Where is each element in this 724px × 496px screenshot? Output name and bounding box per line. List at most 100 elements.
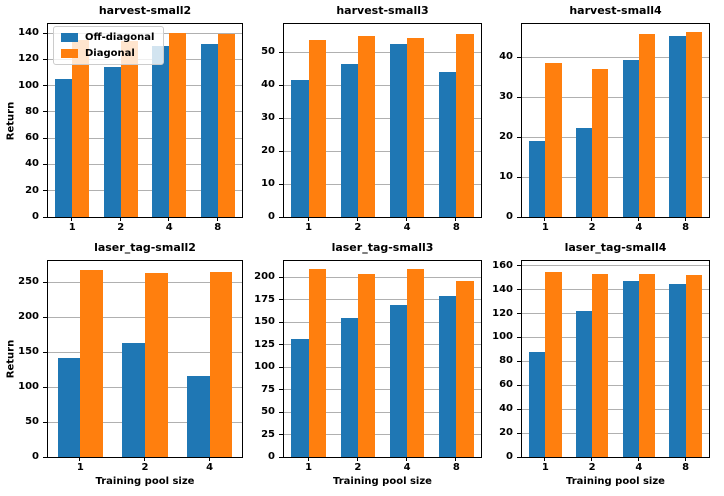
subplot-laser-tag-small2: laser_tag-small2 Return Training pool si… — [6, 241, 243, 487]
y-tick-mark — [43, 32, 47, 34]
y-tick-mark — [279, 411, 283, 413]
y-tick-label: 10 — [499, 171, 513, 183]
y-tick-mark — [279, 344, 283, 346]
y-tick-mark — [517, 96, 521, 98]
bar-diagonal — [456, 281, 474, 457]
x-tick-mark — [208, 457, 210, 461]
bar-diagonal — [357, 273, 376, 457]
bar-diagonal — [592, 68, 609, 217]
y-tick-label: 100 — [492, 331, 513, 343]
y-tick-label: 0 — [268, 211, 275, 222]
x-tick-mark — [307, 217, 309, 221]
y-tick-mark — [517, 265, 521, 267]
bar-diagonal — [407, 38, 425, 217]
y-tick-mark — [43, 456, 47, 458]
gridline — [284, 321, 481, 323]
gridline — [284, 51, 481, 53]
x-tick-label: 4 — [635, 222, 643, 233]
y-tick-label: 60 — [499, 379, 513, 391]
y-tick-mark — [517, 456, 521, 458]
y-tick-mark — [279, 216, 283, 218]
bar-diagonal — [357, 35, 376, 217]
bar-diagonal — [685, 275, 702, 457]
bar-off-diagonal — [622, 280, 639, 457]
x-tick-mark — [79, 457, 81, 461]
bar-diagonal — [592, 273, 609, 457]
legend-entry-off-diagonal: Off-diagonal — [61, 32, 154, 43]
gridline — [48, 111, 242, 113]
y-tick-label: 50 — [261, 406, 275, 418]
y-tick-label: 120 — [492, 307, 513, 319]
gridline — [284, 299, 481, 301]
x-tick-label: 1 — [305, 222, 313, 233]
bar-off-diagonal — [122, 342, 145, 457]
y-tick-label: 200 — [254, 271, 275, 283]
x-tick-mark — [591, 457, 593, 461]
gridline — [48, 190, 242, 192]
x-tick-label: 4 — [206, 462, 214, 473]
y-tick-mark — [279, 84, 283, 86]
x-tick-label: 4 — [165, 222, 173, 233]
y-tick-label: 0 — [506, 451, 513, 462]
y-tick-mark — [43, 386, 47, 388]
y-tick-mark — [279, 183, 283, 185]
bar-diagonal — [209, 271, 233, 457]
y-tick-label: 60 — [25, 132, 39, 144]
y-tick-label: 40 — [499, 51, 513, 63]
x-tick-label: 8 — [452, 222, 460, 233]
y-tick-label: 30 — [261, 112, 275, 124]
subplot-laser-tag-small4: laser_tag-small4 Training pool size 0 20 4… — [492, 241, 710, 487]
x-tick-mark — [119, 217, 121, 221]
y-tick-mark — [279, 299, 283, 301]
bar-off-diagonal — [529, 351, 546, 457]
bar-off-diagonal — [340, 63, 358, 217]
x-tick-label: 4 — [403, 222, 411, 233]
legend-label: Off-diagonal — [85, 32, 155, 43]
bar-off-diagonal — [187, 375, 210, 457]
x-tick-mark — [637, 217, 639, 221]
gridline — [522, 336, 709, 338]
plot-area — [521, 260, 710, 458]
gridline — [522, 56, 709, 58]
x-tick-label: 1 — [76, 462, 84, 473]
x-tick-label: 2 — [588, 222, 596, 233]
bar-off-diagonal — [389, 305, 408, 457]
y-tick-label: 0 — [268, 451, 275, 462]
subplot-harvest-small4: harvest-small4 0 10 20 30 40 1 2 4 8 — [499, 4, 710, 233]
gridline — [284, 183, 481, 185]
x-tick-mark — [216, 217, 218, 221]
gridline — [522, 432, 709, 434]
bar-diagonal — [120, 41, 138, 217]
bar-off-diagonal — [152, 46, 170, 217]
y-tick-mark — [43, 190, 47, 192]
gridline — [284, 117, 481, 119]
bar-off-diagonal — [669, 36, 686, 217]
bar-diagonal — [638, 273, 656, 457]
y-tick-label: 150 — [18, 346, 39, 357]
y-tick-mark — [517, 432, 521, 434]
x-tick-label: 1 — [68, 222, 76, 233]
subplot-title: harvest-small3 — [336, 4, 429, 17]
x-tick-mark — [455, 217, 457, 221]
bar-off-diagonal — [529, 141, 546, 217]
bar-off-diagonal — [291, 80, 309, 217]
bar-off-diagonal — [340, 318, 358, 457]
y-tick-label: 80 — [25, 105, 39, 117]
y-tick-mark — [43, 163, 47, 165]
x-tick-mark — [637, 457, 639, 461]
bar-diagonal — [72, 39, 90, 217]
x-tick-label: 8 — [682, 222, 690, 233]
y-tick-label: 50 — [261, 46, 275, 58]
y-tick-label: 200 — [18, 311, 39, 322]
x-tick-mark — [71, 217, 73, 221]
bar-diagonal — [308, 268, 326, 457]
y-tick-label: 100 — [18, 79, 39, 91]
x-tick-mark — [406, 457, 408, 461]
y-tick-mark — [517, 56, 521, 58]
bar-off-diagonal — [439, 295, 457, 457]
bar-off-diagonal — [200, 43, 218, 217]
x-axis-label: Training pool size — [95, 476, 195, 487]
gridline — [48, 85, 242, 87]
bar-diagonal — [80, 270, 103, 457]
